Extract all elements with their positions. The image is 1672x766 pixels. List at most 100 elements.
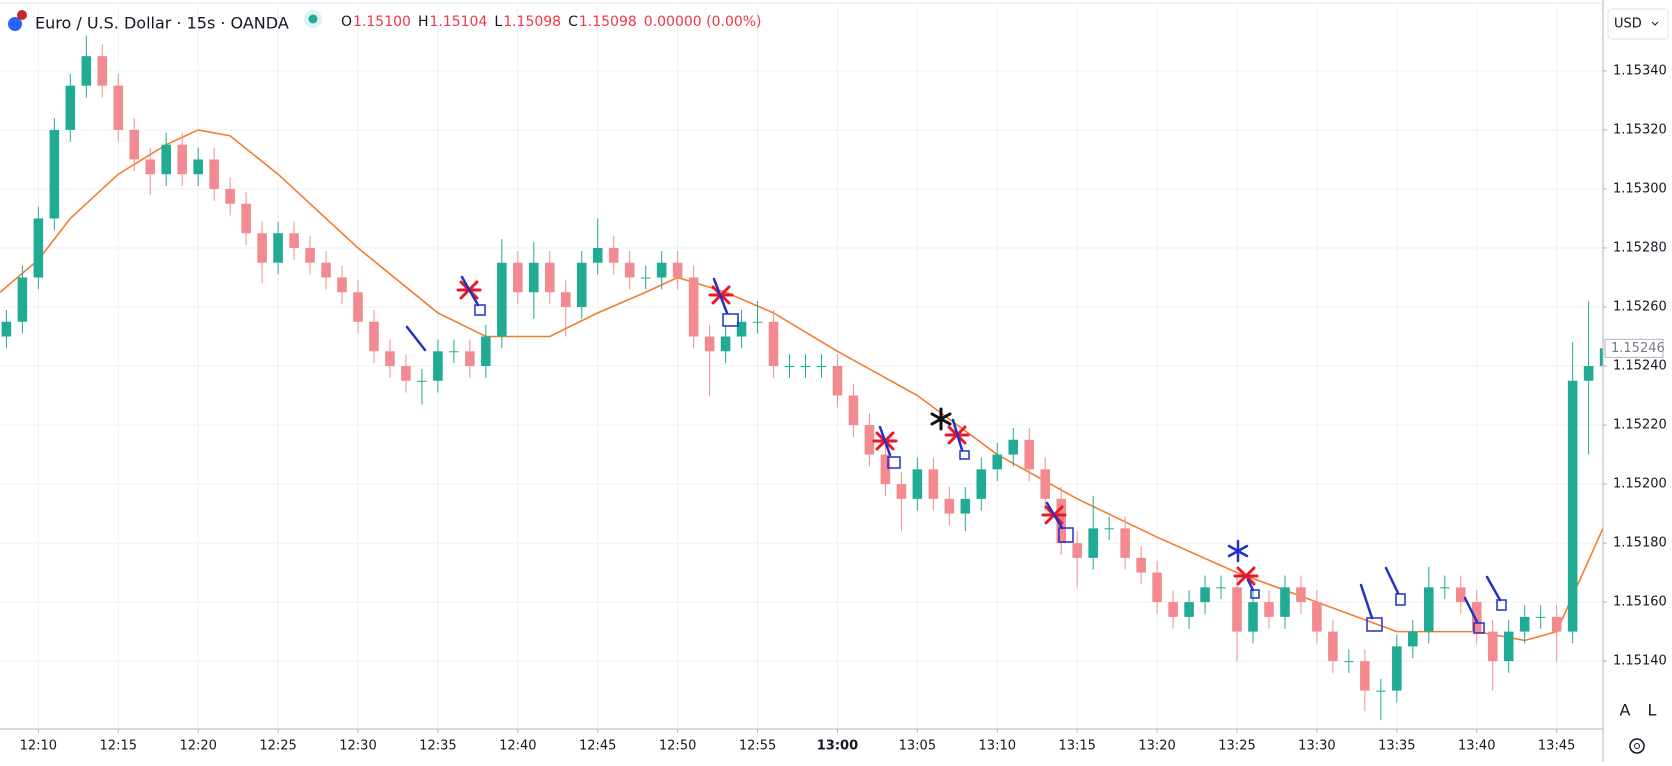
candle-body: [353, 292, 363, 322]
candle-body: [928, 469, 939, 499]
candle-body: [1024, 439, 1035, 470]
currency-label[interactable]: USD: [1614, 17, 1642, 32]
blue-line-markers: [405, 275, 1502, 624]
x-tick-label: 13:45: [1538, 739, 1575, 754]
y-tick-label: 1.15140: [1613, 654, 1667, 669]
x-tick-label: 13:05: [899, 739, 936, 754]
settings-button[interactable]: [1629, 738, 1645, 754]
candle-body: [1360, 661, 1370, 691]
candle-body: [257, 233, 267, 263]
log-scale-button[interactable]: L: [1648, 701, 1657, 720]
candle-body: [1008, 439, 1019, 455]
candle-body: [1088, 528, 1098, 558]
candle-body: [1344, 661, 1354, 663]
x-tick-label: 13:35: [1378, 739, 1415, 754]
candle-body: [513, 262, 523, 293]
y-tick-label: 1.15280: [1613, 240, 1667, 255]
candle-body: [97, 56, 108, 86]
settings-gear-center[interactable]: [1634, 743, 1640, 749]
candle-body: [688, 277, 699, 337]
ohlc-key: H: [418, 14, 429, 30]
ohlc-key: O: [341, 14, 352, 30]
candle-body: [608, 247, 619, 263]
x-tick-label: 13:20: [1138, 739, 1175, 754]
candle-body: [401, 366, 411, 381]
settings-gear[interactable]: [1629, 738, 1645, 754]
candle-body: [145, 159, 156, 175]
candle-body: [81, 56, 92, 86]
change-value: 0.00000 (0.00%): [644, 14, 762, 30]
candle-body: [960, 498, 971, 514]
candles: [1, 35, 1610, 721]
candle-body: [1168, 602, 1178, 617]
candle-body: [976, 469, 987, 499]
currency-button[interactable]: USD: [1607, 8, 1669, 40]
price-axis: 1.15140 1.15160 1.15180 1.15200 1.15220 1.152…: [1603, 63, 1667, 669]
candle-body: [1551, 616, 1562, 632]
candle-body: [337, 277, 347, 293]
black-asterisk: [930, 407, 952, 431]
auto-scale-button[interactable]: A: [1620, 701, 1631, 720]
x-tick-label: 12:40: [499, 739, 536, 754]
candle-body: [736, 321, 747, 337]
currency-caret[interactable]: [1651, 21, 1659, 26]
candle-body: [1296, 587, 1306, 603]
ohlc-value: 1.15098: [579, 14, 637, 30]
currency-box[interactable]: [1607, 8, 1669, 40]
candle-body: [497, 262, 507, 337]
candle-body: [800, 366, 811, 368]
y-tick-label: 1.15340: [1613, 63, 1667, 78]
legend-header: Euro / U.S. Dollar · 15s · OANDA O 1.1510…: [8, 10, 762, 33]
candle-body: [1072, 543, 1082, 558]
candle-body: [752, 321, 763, 323]
candle-body: [864, 425, 875, 455]
candle-body: [321, 262, 331, 278]
ohlc-key: L: [494, 14, 502, 30]
candle-body: [33, 218, 44, 278]
x-tick-label: 12:50: [659, 739, 696, 754]
drawings: [405, 275, 1507, 634]
candle-body: [576, 262, 587, 308]
candle-body: [896, 484, 907, 499]
candle-body: [1312, 602, 1322, 632]
y-tick-label: 1.15160: [1613, 595, 1667, 610]
symbol-title: Euro / U.S. Dollar · 15s · OANDA: [35, 14, 289, 33]
candle-body: [1376, 690, 1386, 692]
candle-body: [640, 277, 651, 279]
candle-body: [1264, 602, 1274, 617]
symbol-icon-flag: [17, 10, 27, 20]
blue-square-markers: [474, 304, 1507, 634]
candle-body: [1120, 528, 1130, 558]
x-tick-label: 13:40: [1458, 739, 1495, 754]
x-tick-label: 12:35: [419, 739, 456, 754]
candle-body: [113, 85, 124, 130]
candle-body: [289, 233, 299, 248]
candle-body: [49, 129, 60, 219]
candle-body: [241, 203, 251, 234]
symbol-icon: [8, 17, 22, 31]
candle-body: [1328, 631, 1338, 662]
candle-body: [1, 321, 12, 337]
candle-body: [1200, 587, 1210, 603]
candle-body: [592, 247, 603, 263]
candle-body: [17, 277, 28, 322]
candle-body: [672, 262, 683, 278]
x-tick-label: 13:10: [979, 739, 1016, 754]
candle-body: [1535, 616, 1546, 618]
candle-body: [1152, 572, 1162, 603]
candle-body: [481, 336, 491, 367]
candle-body: [816, 366, 827, 368]
candle-body: [560, 292, 571, 308]
x-tick-label: 12:55: [739, 739, 776, 754]
y-tick-label: 1.15320: [1613, 122, 1667, 137]
y-tick-label: 1.15300: [1613, 181, 1667, 196]
x-tick-label: 12:10: [20, 739, 57, 754]
candle-body: [417, 380, 427, 382]
candle-body: [1439, 587, 1450, 589]
ohlc-value: 1.15104: [429, 14, 487, 30]
status-dot: [308, 14, 318, 24]
candle-body: [1583, 366, 1594, 381]
x-tick-label: 13:15: [1058, 739, 1095, 754]
y-tick-label: 1.15220: [1613, 418, 1667, 433]
